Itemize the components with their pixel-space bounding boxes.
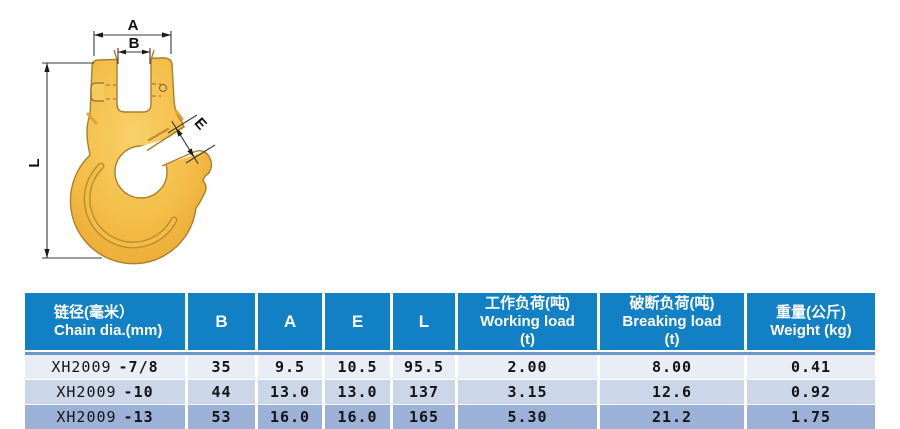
cell-a: 16.0 — [258, 405, 325, 429]
col-header-a: A — [258, 293, 325, 350]
dimension-arrows — [44, 32, 194, 258]
col-header-weight-cn: 重量(公斤) — [776, 303, 846, 321]
forging-shade-left — [86, 112, 98, 125]
cell-weight: 1.75 — [747, 405, 875, 429]
cell-a: 9.5 — [258, 355, 325, 379]
cell-b: 44 — [188, 380, 258, 404]
cell-a: 13.0 — [258, 380, 325, 404]
dimension-lines — [42, 31, 216, 259]
cell-l: 165 — [393, 405, 458, 429]
cell-breaking-load: 8.00 — [600, 355, 747, 379]
cell-model: XH2009 -7/8 — [25, 355, 188, 379]
col-header-breaking-load-en: Breaking load — [622, 312, 722, 330]
col-header-breaking-load: 破断负荷(吨) Breaking load (t) — [600, 293, 747, 350]
cell-breaking-load: 12.6 — [600, 380, 747, 404]
cell-e: 16.0 — [325, 405, 393, 429]
clevis-slot — [113, 49, 155, 113]
cell-weight: 0.92 — [747, 380, 875, 404]
model-suffix: -7/8 — [118, 358, 159, 376]
pin-hole — [158, 83, 168, 93]
dim-label-l: L — [26, 158, 43, 167]
col-header-working-load-cn: 工作负荷(吨) — [485, 294, 570, 312]
cell-working-load: 3.15 — [458, 380, 600, 404]
hook-technical-drawing: A B L E — [26, 17, 228, 265]
cell-weight: 0.41 — [747, 355, 875, 379]
col-header-working-load-unit: (t) — [520, 330, 535, 348]
spec-table-header: 链径(毫米） Chain dia.(mm) B A E L 工作负荷(吨) Wo… — [25, 293, 875, 350]
cell-working-load: 2.00 — [458, 355, 600, 379]
col-header-weight-en: Weight (kg) — [770, 321, 852, 339]
header-separator-white — [25, 350, 875, 352]
cell-model: XH2009 -10 — [25, 380, 188, 404]
dim-label-a: A — [128, 17, 139, 34]
model-prefix: XH2009 — [51, 358, 112, 376]
spec-table: 链径(毫米） Chain dia.(mm) B A E L 工作负荷(吨) Wo… — [25, 293, 875, 429]
col-header-weight: 重量(公斤) Weight (kg) — [747, 293, 875, 350]
col-header-working-load: 工作负荷(吨) Working load (t) — [458, 293, 600, 350]
cell-l: 95.5 — [393, 355, 458, 379]
model-prefix: XH2009 — [56, 408, 117, 426]
gap-lower-edge — [161, 149, 210, 167]
cell-breaking-load: 21.2 — [600, 405, 747, 429]
throat-slit — [147, 127, 170, 142]
cell-working-load: 5.30 — [458, 405, 600, 429]
throat-gap — [134, 121, 228, 172]
table-row: XH2009 -10 44 13.0 13.0 137 3.15 12.6 0.… — [25, 380, 875, 404]
cell-e: 10.5 — [325, 355, 393, 379]
table-row: XH2009 -13 53 16.0 16.0 165 5.30 21.2 1.… — [25, 405, 875, 429]
pin-end-bracket — [90, 82, 104, 102]
cell-b: 35 — [188, 355, 258, 379]
hook-groove-fill — [85, 164, 176, 247]
model-prefix: XH2009 — [56, 383, 117, 401]
table-row: XH2009 -7/8 35 9.5 10.5 95.5 2.00 8.00 0… — [25, 355, 875, 379]
cell-model: XH2009 -13 — [25, 405, 188, 429]
cell-l: 137 — [393, 380, 458, 404]
col-header-chain-dia-cn: 链径(毫米） — [54, 303, 134, 321]
model-suffix: -10 — [123, 383, 154, 401]
dim-label-b: B — [129, 35, 140, 52]
col-header-chain-dia-en: Chain dia.(mm) — [54, 321, 163, 339]
forging-shade-right — [174, 109, 184, 121]
col-header-e: E — [325, 293, 393, 350]
col-header-chain-dia: 链径(毫米） Chain dia.(mm) — [25, 293, 188, 350]
col-header-b: B — [188, 293, 258, 350]
col-header-working-load-en: Working load — [480, 312, 575, 330]
cell-b: 53 — [188, 405, 258, 429]
header-separator-blue — [25, 352, 875, 355]
cell-e: 13.0 — [325, 380, 393, 404]
model-suffix: -13 — [123, 408, 154, 426]
col-header-breaking-load-unit: (t) — [664, 330, 680, 348]
col-header-l: L — [393, 293, 458, 350]
col-header-breaking-load-cn: 破断负荷(吨) — [629, 294, 715, 312]
